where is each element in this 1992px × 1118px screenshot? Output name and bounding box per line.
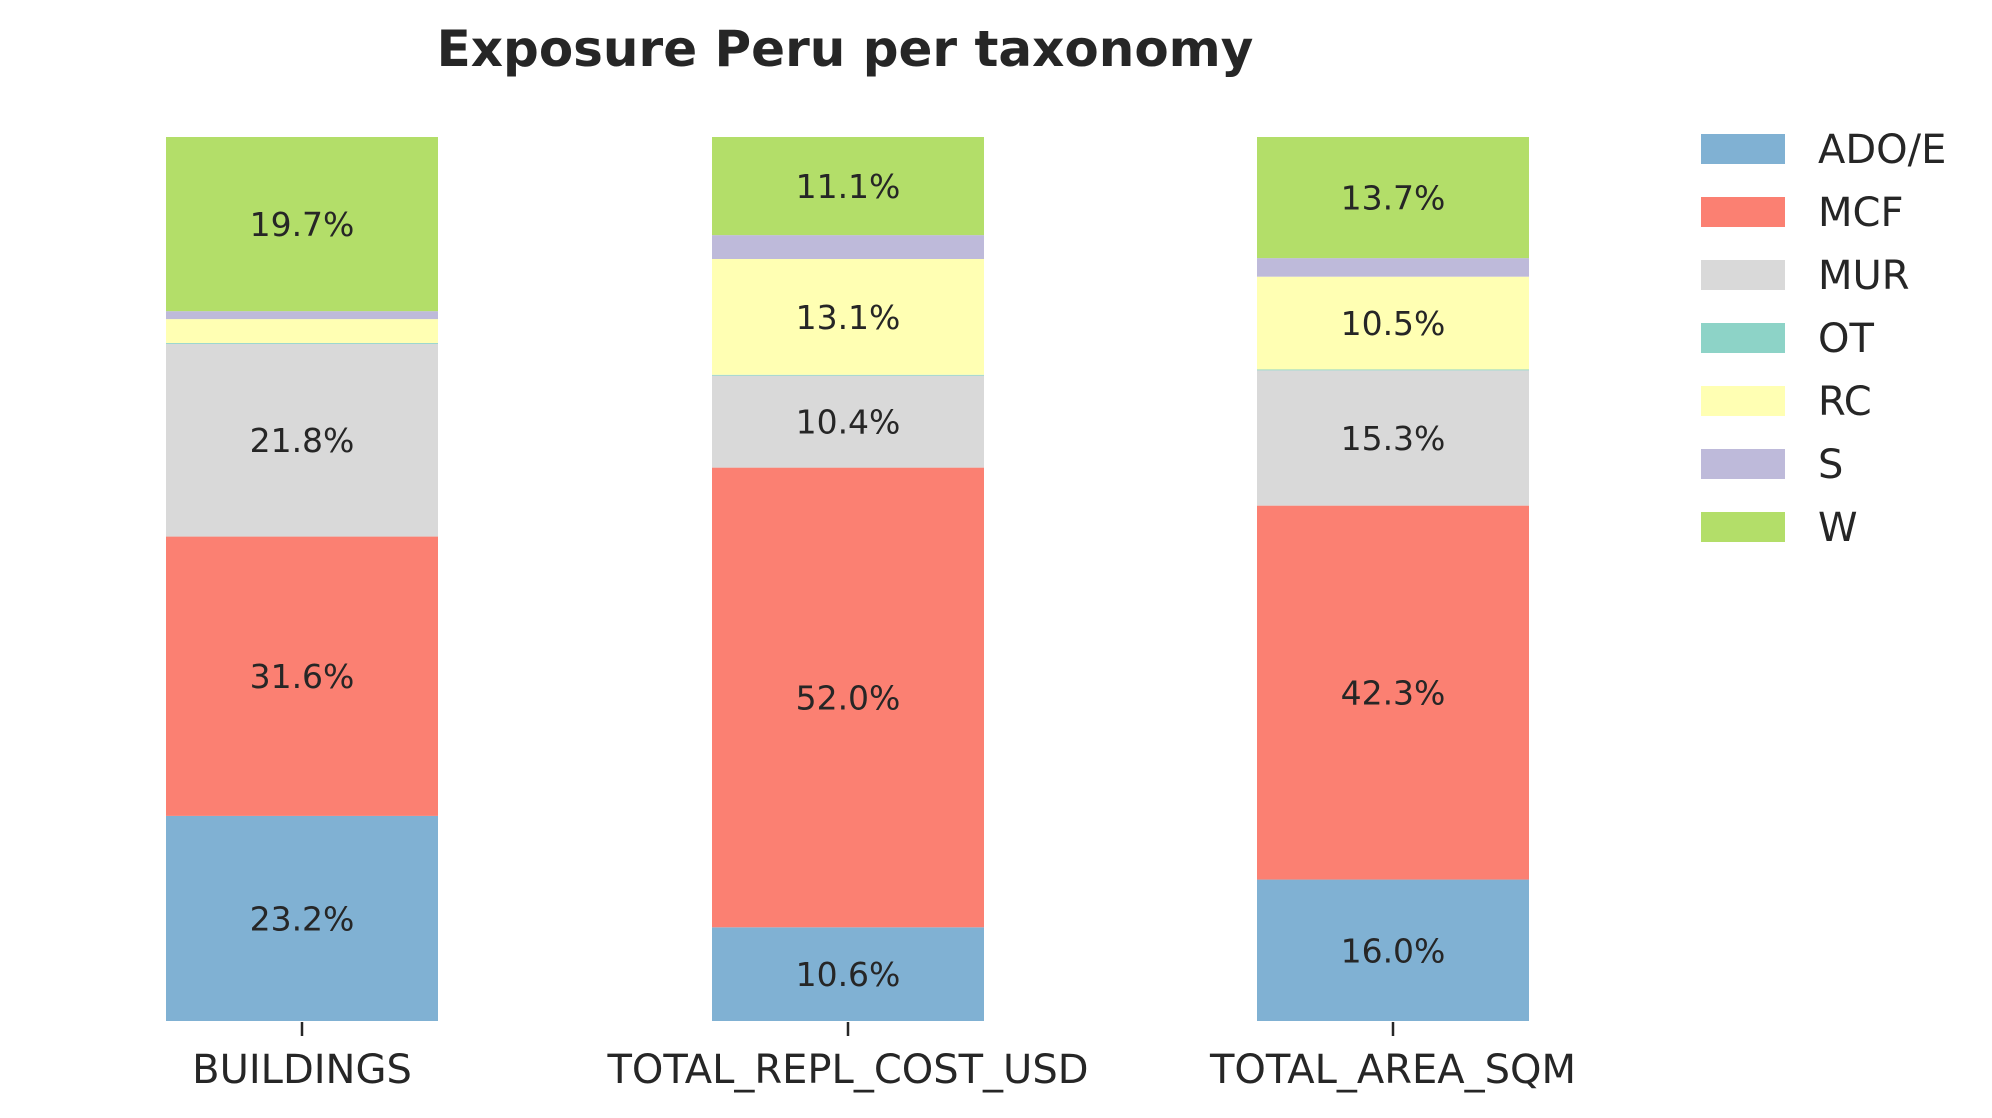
legend-label-mcf: MCF [1818,190,1903,236]
bar-segment-ot-total-repl-cost-usd [712,374,984,376]
bar-segment-rc-buildings [166,319,438,343]
bar-segment-mur-total-area-sqm [1257,370,1529,506]
bar-data-label-mur-total-area-sqm: 15.3% [1341,419,1446,458]
bar-segment-mcf-total-repl-cost-usd [712,467,984,928]
bar-segment-s-total-area-sqm [1257,258,1529,277]
bar-data-label-mcf-total-repl-cost-usd: 52.0% [796,678,901,717]
bar-segment-s-total-repl-cost-usd [712,235,984,259]
legend-swatch-ot [1701,323,1785,353]
legend-swatch-rc [1701,386,1785,416]
bar-data-label-ado-e-total-repl-cost-usd: 10.6% [796,955,901,994]
legend-label-w: W [1818,505,1858,551]
legend-swatch-w [1701,512,1785,542]
bar-data-label-mur-total-repl-cost-usd: 10.4% [796,403,901,442]
legend-label-rc: RC [1818,379,1872,425]
bar-data-label-w-buildings: 19.7% [250,205,355,244]
x-tick-label-total-area-sqm: TOTAL_AREA_SQM [1209,1047,1576,1093]
bar-data-label-w-total-repl-cost-usd: 11.1% [796,167,901,206]
bar-segment-ot-total-area-sqm [1257,369,1529,371]
legend-label-ado-e: ADO/E [1818,127,1946,173]
x-tick-label-buildings: BUILDINGS [192,1047,412,1093]
bar-segment-ot-buildings [166,342,438,344]
bar-data-label-rc-total-area-sqm: 10.5% [1341,304,1446,343]
chart-title: Exposure Peru per taxonomy [437,20,1254,78]
bars-group: 23.2% 31.6% 21.8% 19.7% 10.6% 52.0% 10.4% 13.1%… [166,137,1529,1021]
bar-segment-w-buildings [166,137,438,312]
bar-segment-mur-total-repl-cost-usd [712,375,984,468]
bar-segment-w-total-area-sqm [1257,137,1529,259]
legend-swatch-mur [1701,260,1785,290]
bar-segment-ado-e-buildings [166,815,438,1021]
bar-data-label-mcf-total-area-sqm: 42.3% [1341,674,1446,713]
bar-segment-ado-e-total-repl-cost-usd [712,927,984,1021]
bar-data-label-ado-e-buildings: 23.2% [250,899,355,938]
legend: ADO/E MCF MUR OT RC SW [1701,127,1946,551]
bar-segment-mcf-total-area-sqm [1257,505,1529,880]
bar-segment-rc-total-repl-cost-usd [712,258,984,375]
bar-data-label-rc-total-repl-cost-usd: 13.1% [796,298,901,337]
legend-label-ot: OT [1818,316,1874,362]
legend-label-mur: MUR [1818,253,1910,299]
x-tick-label-total-repl-cost-usd: TOTAL_REPL_COST_USD [606,1047,1088,1093]
legend-label-s: S [1818,442,1843,488]
bar-segment-mcf-buildings [166,536,438,816]
bar-data-label-ado-e-total-area-sqm: 16.0% [1341,931,1446,970]
bar-segment-ado-e-total-area-sqm [1257,879,1529,1021]
legend-swatch-s [1701,449,1785,479]
bar-segment-w-total-repl-cost-usd [712,137,984,236]
bar-segment-mur-buildings [166,343,438,537]
bar-segment-rc-total-area-sqm [1257,276,1529,370]
bar-segment-s-buildings [166,311,438,320]
bar-data-label-mur-buildings: 21.8% [250,421,355,460]
bar-data-label-mcf-buildings: 31.6% [250,657,355,696]
legend-swatch-ado-e [1701,134,1785,164]
bar-data-label-w-total-area-sqm: 13.7% [1341,179,1446,218]
x-axis: BUILDINGS TOTAL_REPL_COST_USD TOTAL_AREA_S… [192,1022,1576,1093]
legend-swatch-mcf [1701,197,1785,227]
